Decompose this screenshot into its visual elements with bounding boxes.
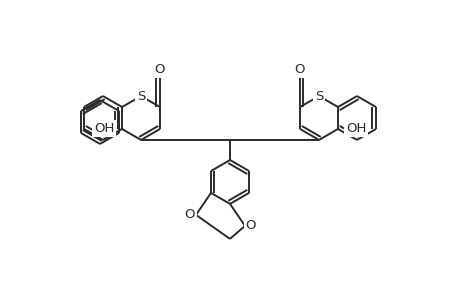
Text: S: S xyxy=(136,90,145,103)
Text: O: O xyxy=(245,219,256,232)
Text: O: O xyxy=(154,62,165,76)
Text: S: S xyxy=(314,90,323,103)
Text: OH: OH xyxy=(345,122,365,136)
Text: OH: OH xyxy=(94,122,114,136)
Text: O: O xyxy=(185,208,195,221)
Text: O: O xyxy=(294,62,305,76)
